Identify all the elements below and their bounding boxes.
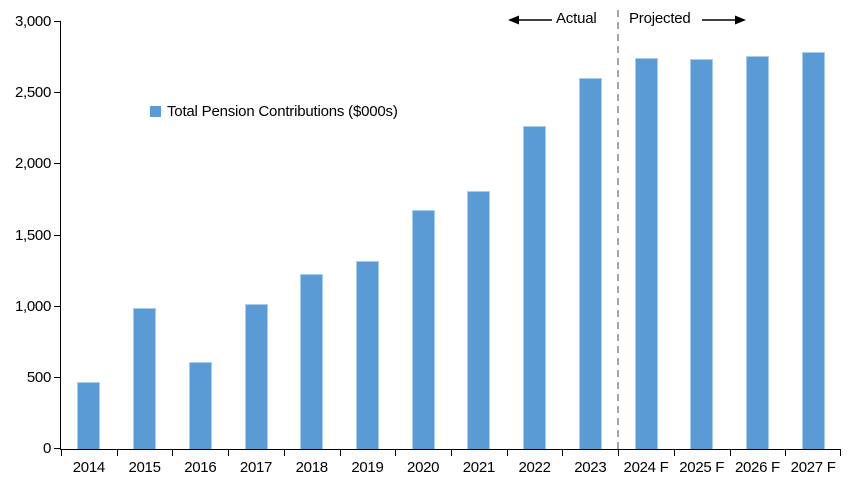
x-axis-tick [339, 450, 341, 456]
y-axis-tick [54, 21, 61, 22]
legend-label: Total Pension Contributions ($000s) [167, 103, 398, 120]
y-axis-label-0: 0 [42, 440, 51, 457]
chart-legend: Total Pension Contributions ($000s) [150, 103, 398, 120]
y-axis-label-2500: 2,500 [14, 84, 51, 102]
x-axis-label-2014: 2014 [72, 459, 105, 476]
x-axis-label-2020: 2020 [407, 459, 440, 476]
y-axis-tick [54, 305, 61, 307]
bar-2016 [188, 362, 212, 449]
y-axis-label-1000: 1,000 [14, 297, 51, 315]
y-axis-label-3000: 3,000 [14, 13, 51, 30]
x-axis-label-2024-f: 2024 F [623, 459, 669, 476]
x-axis-tick [785, 450, 787, 456]
x-axis-label-2023: 2023 [574, 459, 607, 476]
x-axis-tick [172, 450, 174, 456]
bar-2018 [300, 273, 324, 449]
y-axis-tick [54, 448, 61, 449]
x-axis-label-2022: 2022 [518, 459, 551, 476]
x-axis-tick [395, 450, 397, 456]
actual-left-arrow-icon [508, 15, 552, 25]
x-axis-tick [228, 450, 230, 456]
x-axis-label-2021: 2021 [462, 459, 495, 476]
bar-2025-f [690, 59, 714, 449]
x-axis-label-2027-f: 2027 F [790, 459, 836, 476]
projected-label: Projected [629, 10, 691, 27]
bar-2017 [244, 303, 268, 449]
bar-2026-f [745, 56, 769, 449]
bar-2021 [467, 191, 491, 449]
x-axis-tick [729, 450, 731, 456]
y-axis-tick [54, 92, 61, 94]
bar-2022 [523, 125, 547, 449]
legend-swatch-icon [150, 106, 161, 117]
y-axis-label-2000: 2,000 [14, 155, 51, 173]
x-axis-label-2025-f: 2025 F [679, 459, 725, 476]
x-axis-tick [451, 450, 452, 456]
x-axis-tick [283, 450, 285, 456]
x-axis-tick [840, 450, 841, 456]
y-axis-label-500: 500 [26, 368, 51, 386]
actual-projected-divider [617, 10, 620, 449]
x-axis-tick [673, 450, 675, 456]
x-axis-label-2017: 2017 [239, 459, 273, 476]
y-axis-tick [54, 234, 61, 236]
bar-2014 [77, 382, 101, 449]
x-axis-label-2026-f: 2026 F [734, 459, 780, 476]
bar-2023 [578, 77, 602, 449]
bar-2015 [133, 308, 157, 449]
projected-right-arrow-icon [702, 15, 746, 25]
bar-2027-f [801, 51, 825, 449]
bar-2020 [411, 209, 435, 449]
x-axis-tick [506, 450, 508, 456]
y-axis-tick [54, 376, 61, 378]
x-axis-label-2015: 2015 [128, 459, 161, 476]
plot-area: 2014 2015 2016 2017 2018 2019 2020 2021 2022 2023… [15, 10, 841, 476]
x-axis-tick [61, 450, 62, 456]
x-axis-tick [116, 450, 118, 456]
x-axis-label-2019: 2019 [351, 459, 384, 476]
x-axis-label-2016: 2016 [184, 459, 217, 476]
x-axis-label-2018: 2018 [295, 459, 328, 476]
x-axis-tick [618, 450, 620, 456]
actual-label: Actual [556, 10, 597, 27]
x-axis-tick [562, 450, 564, 456]
y-axis-tick [54, 163, 61, 165]
y-axis-label-1500: 1,500 [14, 226, 51, 244]
bar-2024-f [634, 57, 658, 449]
bar-2019 [355, 261, 379, 449]
